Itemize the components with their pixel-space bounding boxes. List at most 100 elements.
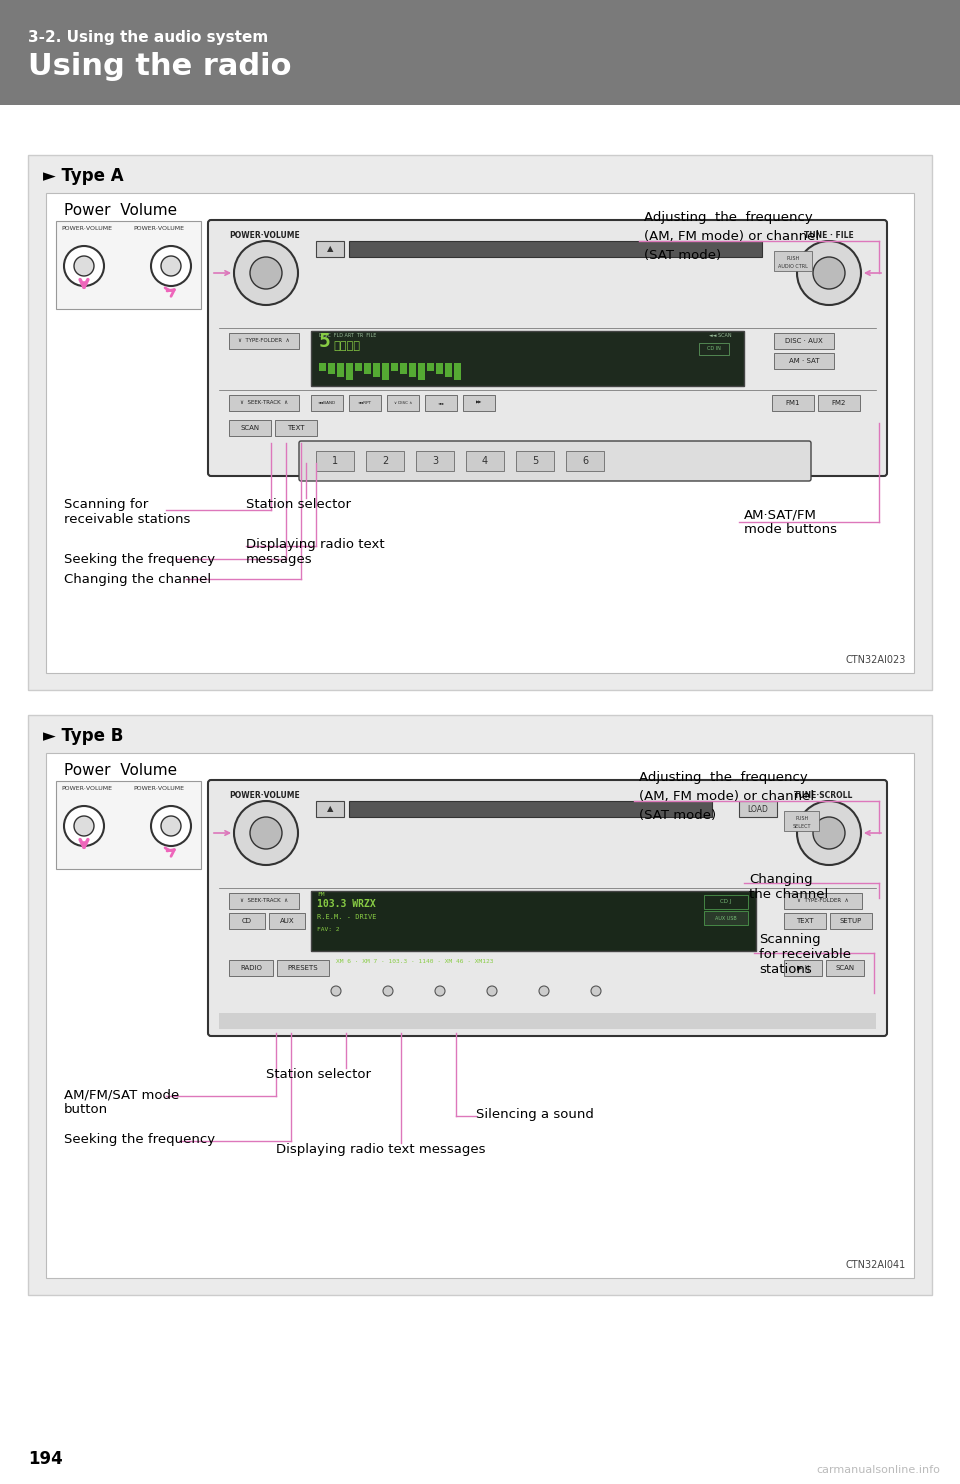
Text: Displaying radio text
messages: Displaying radio text messages [246, 539, 385, 565]
Bar [409, 364, 416, 377]
Text: SETUP: SETUP [840, 919, 862, 925]
Bar [436, 364, 443, 374]
Circle shape [74, 257, 94, 276]
Text: FM1: FM1 [785, 401, 801, 407]
Bar [328, 364, 335, 374]
Text: ∨  TYPE·FOLDER  ∧: ∨ TYPE·FOLDER ∧ [238, 338, 290, 343]
Bar [28, 154, 932, 690]
Text: Power  Volume: Power Volume [64, 763, 178, 778]
Text: ◄◄: ◄◄ [438, 401, 444, 405]
Bar [316, 801, 344, 818]
Text: POWER·VOLUME: POWER·VOLUME [229, 791, 300, 800]
Text: TEXT: TEXT [796, 919, 814, 925]
Bar [425, 395, 457, 411]
Text: ▶▶: ▶▶ [476, 401, 482, 405]
Text: CD: CD [242, 919, 252, 925]
Bar [784, 893, 862, 910]
Bar [229, 395, 299, 411]
Text: 3-2. Using the audio system: 3-2. Using the audio system [28, 30, 268, 45]
Bar [349, 240, 762, 257]
Bar [382, 364, 389, 380]
Bar [566, 451, 604, 470]
Bar [739, 801, 777, 818]
Circle shape [591, 985, 601, 996]
Bar [772, 395, 814, 411]
Bar [46, 193, 914, 674]
Text: R.E.M. - DRIVE: R.E.M. - DRIVE [317, 914, 376, 920]
Bar [784, 810, 819, 831]
Text: ► Type B: ► Type B [43, 727, 124, 745]
Circle shape [487, 985, 497, 996]
Text: RADIO: RADIO [240, 965, 262, 971]
Text: 194: 194 [28, 1450, 62, 1468]
Text: POWER·VOLUME: POWER·VOLUME [61, 226, 112, 232]
Circle shape [234, 240, 298, 306]
Circle shape [74, 816, 94, 835]
Text: CTN32AI023: CTN32AI023 [846, 654, 906, 665]
Bar [387, 395, 419, 411]
Bar [704, 911, 748, 925]
Text: Changing
the channel: Changing the channel [749, 873, 828, 901]
FancyBboxPatch shape [299, 441, 811, 481]
Bar [818, 395, 860, 411]
Circle shape [250, 257, 282, 289]
Bar [316, 451, 354, 470]
Circle shape [383, 985, 393, 996]
Text: AUX USB: AUX USB [715, 916, 737, 920]
Circle shape [797, 801, 861, 865]
Bar [373, 364, 380, 377]
Bar [466, 451, 504, 470]
Text: CTN32AI041: CTN32AI041 [846, 1260, 906, 1270]
Circle shape [331, 985, 341, 996]
Bar [364, 364, 371, 374]
Text: CD J: CD J [720, 899, 732, 905]
Bar [56, 781, 201, 870]
Bar [445, 364, 452, 377]
Bar [46, 752, 914, 1278]
Bar [699, 343, 729, 355]
Bar [337, 364, 344, 377]
Bar [830, 913, 872, 929]
Bar [275, 420, 317, 436]
Text: Station selector: Station selector [246, 499, 351, 510]
Circle shape [539, 985, 549, 996]
Text: Station selector: Station selector [266, 1068, 371, 1080]
Text: ∨  SEEK·TRACK  ∧: ∨ SEEK·TRACK ∧ [240, 898, 288, 904]
Text: 6: 6 [582, 456, 588, 466]
Bar [28, 715, 932, 1296]
Circle shape [64, 806, 104, 846]
Text: PRESETS: PRESETS [288, 965, 319, 971]
Text: Power  Volume: Power Volume [64, 203, 178, 218]
Text: ∨  SEEK·TRACK  ∧: ∨ SEEK·TRACK ∧ [240, 401, 288, 405]
Text: SCAN: SCAN [240, 424, 259, 430]
Text: LOAD: LOAD [748, 804, 768, 813]
Bar [418, 364, 425, 380]
Circle shape [161, 257, 181, 276]
Bar [349, 395, 381, 411]
Bar [56, 221, 201, 309]
Text: SELECT: SELECT [793, 824, 811, 830]
Bar [704, 895, 748, 910]
Text: FM: FM [317, 892, 324, 896]
Text: SCAN: SCAN [835, 965, 854, 971]
Text: Seeking the frequency: Seeking the frequency [64, 1132, 215, 1146]
Circle shape [151, 246, 191, 286]
Text: 5: 5 [532, 456, 539, 466]
Text: POWER·VOLUME: POWER·VOLUME [229, 232, 300, 240]
Text: AM · SAT: AM · SAT [789, 358, 819, 364]
Bar [784, 960, 822, 976]
Circle shape [234, 801, 298, 865]
Bar [229, 332, 299, 349]
Text: ▲: ▲ [326, 245, 333, 254]
Text: Silencing a sound: Silencing a sound [476, 1109, 594, 1120]
Bar [416, 451, 454, 470]
Circle shape [151, 806, 191, 846]
Text: 4: 4 [482, 456, 488, 466]
Text: AUDIO CTRL: AUDIO CTRL [778, 264, 808, 269]
Text: Displaying radio text messages: Displaying radio text messages [276, 1143, 486, 1156]
Circle shape [435, 985, 445, 996]
Circle shape [64, 246, 104, 286]
Bar [229, 420, 271, 436]
Text: PUSH: PUSH [786, 257, 800, 261]
Bar [269, 913, 305, 929]
